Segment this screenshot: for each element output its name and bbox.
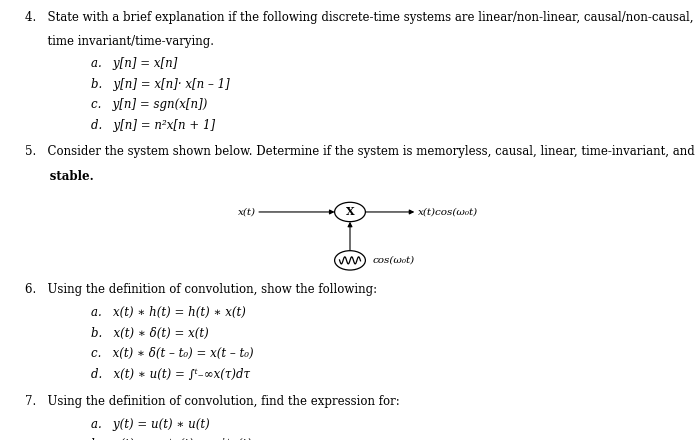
Text: 5.   Consider the system shown below. Determine if the system is memoryless, cau: 5. Consider the system shown below. Dete… (25, 145, 694, 158)
Text: a.   x(t) ∗ h(t) = h(t) ∗ x(t): a. x(t) ∗ h(t) = h(t) ∗ x(t) (91, 306, 246, 319)
Text: stable.: stable. (25, 169, 93, 183)
Text: a.   y[n] = x[n]: a. y[n] = x[n] (91, 57, 177, 70)
Text: 4.   State with a brief explanation if the following discrete-time systems are l: 4. State with a brief explanation if the… (25, 11, 693, 24)
Text: 7.   Using the definition of convolution, find the expression for:: 7. Using the definition of convolution, … (25, 395, 399, 407)
Text: c.   y[n] = sgn(x[n]): c. y[n] = sgn(x[n]) (91, 98, 207, 111)
Text: time invariant/time-varying.: time invariant/time-varying. (25, 35, 214, 48)
Text: c.   x(t) ∗ δ(t – t₀) = x(t – t₀): c. x(t) ∗ δ(t – t₀) = x(t – t₀) (91, 348, 253, 360)
Text: X: X (346, 206, 354, 217)
Text: b.   y(t) = e⁻ᵃᵗu(t) ∗ e⁻ᵇᵗu(t): b. y(t) = e⁻ᵃᵗu(t) ∗ e⁻ᵇᵗu(t) (91, 438, 251, 440)
Text: cos(ω₀t): cos(ω₀t) (372, 256, 414, 265)
Text: 6.   Using the definition of convolution, show the following:: 6. Using the definition of convolution, … (25, 283, 377, 296)
Text: d.   y[n] = n²x[n + 1]: d. y[n] = n²x[n + 1] (91, 119, 215, 132)
Text: b.   x(t) ∗ δ(t) = x(t): b. x(t) ∗ δ(t) = x(t) (91, 327, 209, 340)
Text: x(t): x(t) (237, 208, 256, 216)
Circle shape (335, 202, 365, 222)
Text: d.   x(t) ∗ u(t) = ∫ᵗ₋∞x(τ)dτ: d. x(t) ∗ u(t) = ∫ᵗ₋∞x(τ)dτ (91, 368, 250, 381)
Circle shape (335, 251, 365, 270)
Text: a.   y(t) = u(t) ∗ u(t): a. y(t) = u(t) ∗ u(t) (91, 418, 210, 431)
Text: b.   y[n] = x[n]· x[n – 1]: b. y[n] = x[n]· x[n – 1] (91, 77, 230, 91)
Text: x(t)cos(ω₀t): x(t)cos(ω₀t) (418, 208, 478, 216)
